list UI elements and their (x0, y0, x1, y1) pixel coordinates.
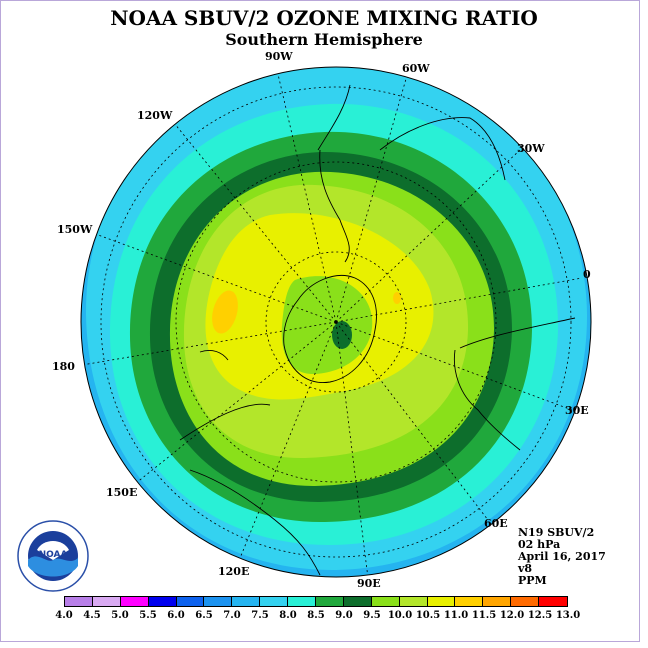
colorbar-tick-label: 12.5 (527, 610, 553, 621)
colorbar-tick-label: 10.0 (387, 610, 413, 621)
colorbar-tick-label: 6.5 (195, 610, 213, 621)
lon-label-150w: 150W (57, 223, 93, 236)
colorbar-tick-label: 4.0 (55, 610, 73, 621)
colorbar-swatch (176, 597, 205, 606)
lon-label-60w: 60W (402, 62, 430, 75)
colorbar-swatch (483, 597, 512, 606)
info-units: PPM (518, 574, 547, 587)
lon-label-180: 180 (52, 360, 75, 373)
lon-label-120w: 120W (137, 109, 173, 122)
map-subtitle: Southern Hemisphere (225, 30, 423, 49)
lon-label-30e: 30E (565, 404, 589, 417)
lon-label-60e: 60E (484, 517, 508, 530)
ozone-pole-minimum (332, 321, 352, 349)
colorbar-tick-label: 7.5 (251, 610, 269, 621)
colorbar-tick-label: 7.0 (223, 610, 241, 621)
colorbar-swatch (148, 597, 177, 606)
lon-label-90w: 90W (265, 50, 293, 63)
colorbar-tick-label: 11.5 (471, 610, 497, 621)
map-boundary (80, 66, 592, 578)
graticule (81, 69, 583, 577)
colorbar-tick-label: 10.5 (415, 610, 441, 621)
map-title: NOAA SBUV/2 OZONE MIXING RATIO (110, 6, 538, 30)
colorbar-swatch (455, 597, 484, 606)
colorbar-swatch (120, 597, 149, 606)
colorbar-swatch (92, 597, 121, 606)
colorbar-tick-label: 8.5 (307, 610, 325, 621)
colorbar-swatch (371, 597, 400, 606)
colorbar-swatch (399, 597, 428, 606)
colorbar-tick-label: 9.5 (363, 610, 381, 621)
colorbar-swatch (316, 597, 344, 606)
info-version: v8 (518, 562, 533, 575)
product-info: N19 SBUV/2 02 hPa April 16, 2017 v8 PPM (518, 527, 606, 587)
info-pressure-level: 02 hPa (518, 538, 561, 551)
colorbar-tick-label: 8.0 (279, 610, 297, 621)
colorbar-swatch (539, 597, 568, 606)
noaa-logo-text: NOAA (39, 550, 68, 560)
colorbar-swatch (260, 597, 289, 606)
colorbar-swatch (427, 597, 456, 606)
colorbar (64, 596, 568, 607)
noaa-logo: NOAA (17, 520, 89, 592)
image-frame (0, 0, 640, 642)
colorbar-tick-label: 6.0 (167, 610, 185, 621)
lon-label-120e: 120E (218, 565, 249, 578)
ozone-max-11.0 (212, 290, 238, 334)
colorbar-swatch (511, 597, 540, 606)
colorbar-tick-label: 11.0 (443, 610, 469, 621)
colorbar-swatch (232, 597, 261, 606)
colorbar-tick-label: 5.5 (139, 610, 157, 621)
info-date: April 16, 2017 (518, 550, 606, 563)
colorbar-tick-label: 13.0 (555, 610, 581, 621)
ozone-polar-low (281, 276, 373, 375)
lon-label-90e: 90E (357, 577, 381, 590)
ozone-max-11.0-small (393, 292, 401, 304)
colorbar-tick-label: 9.0 (335, 610, 353, 621)
colorbar-tick-label: 4.5 (83, 610, 101, 621)
lon-label-0: 0 (583, 268, 591, 281)
colorbar-swatch (343, 597, 372, 606)
coastlines (179, 84, 576, 576)
colorbar-tick-label: 5.0 (111, 610, 129, 621)
colorbar-swatch (204, 597, 233, 606)
colorbar-tick-label: 12.0 (499, 610, 525, 621)
lon-label-30w: 30W (517, 142, 545, 155)
colorbar-swatch (65, 597, 93, 606)
colorbar-swatch (288, 597, 317, 606)
lon-label-150e: 150E (106, 486, 137, 499)
info-satellite: N19 SBUV/2 (518, 526, 595, 539)
